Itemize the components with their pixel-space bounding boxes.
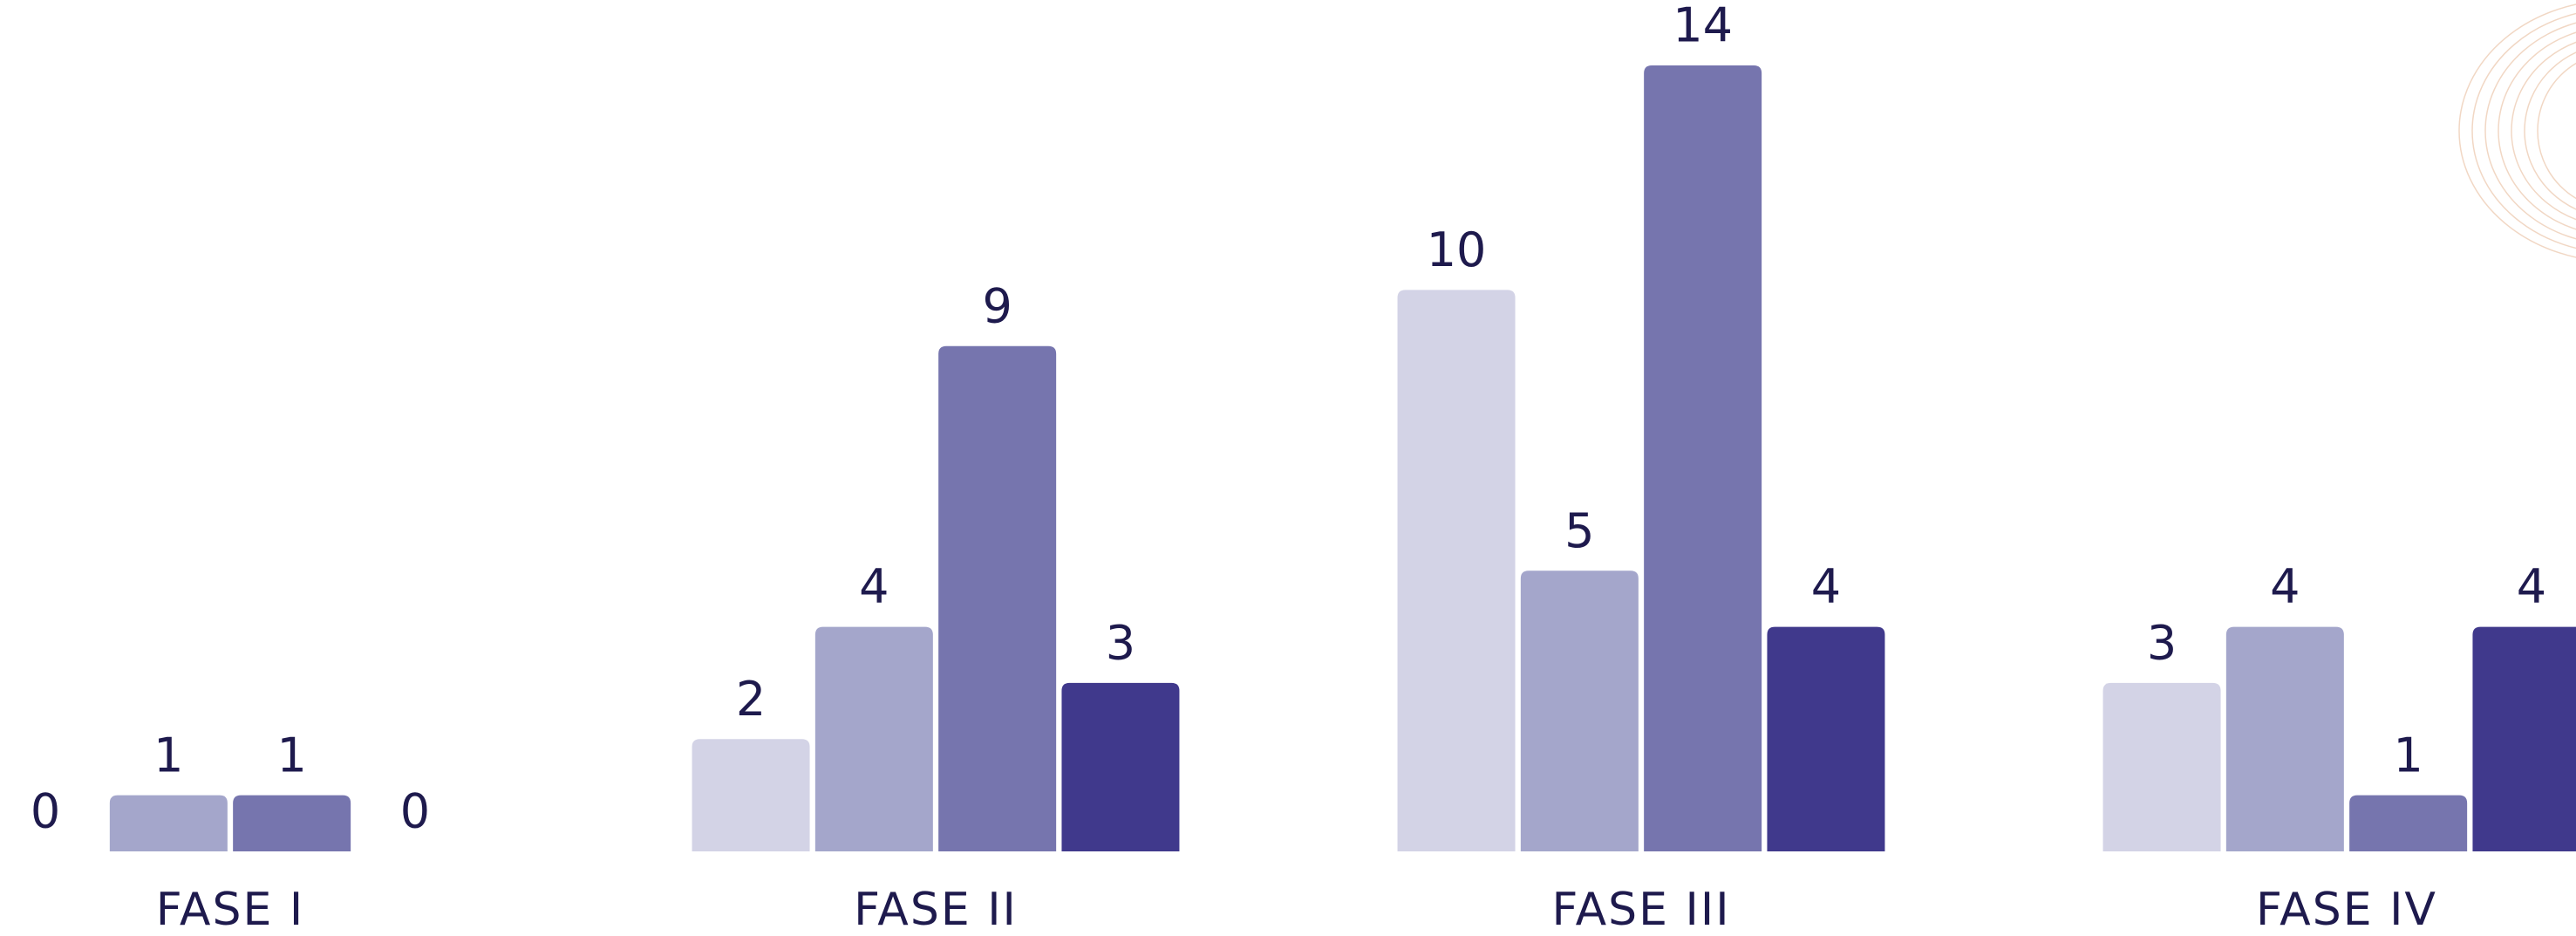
- value-label: 1: [276, 728, 306, 782]
- bar: [233, 795, 351, 851]
- bar: [692, 739, 810, 851]
- bar: [1520, 570, 1639, 851]
- bar: [1767, 626, 1885, 851]
- x-tick-label: FASE III: [1551, 884, 1730, 936]
- value-label: 4: [2517, 559, 2546, 614]
- bar: [814, 626, 933, 851]
- bar: [109, 795, 228, 851]
- value-label: 14: [1673, 0, 1733, 53]
- bar: [2225, 626, 2344, 851]
- value-label: 3: [2147, 616, 2177, 671]
- value-label: 2: [736, 672, 766, 727]
- value-label: 0: [400, 784, 430, 839]
- bar: [1061, 682, 1180, 851]
- bar: [2102, 682, 2221, 851]
- value-label: 3: [1106, 616, 1135, 671]
- value-label: 1: [2393, 728, 2423, 782]
- value-label: 1: [153, 728, 183, 782]
- value-label: 9: [982, 278, 1012, 333]
- value-label: 10: [1427, 222, 1487, 277]
- x-tick-label: FASE II: [854, 884, 1018, 936]
- value-label: 4: [859, 559, 889, 614]
- value-label: 4: [1811, 559, 1841, 614]
- value-label: 5: [1564, 503, 1594, 558]
- bar: [1397, 290, 1516, 851]
- x-tick-label: FASE IV: [2256, 884, 2437, 936]
- bar: [938, 345, 1057, 851]
- value-label: 4: [2270, 559, 2300, 614]
- bar: [2349, 795, 2468, 851]
- bar: [1644, 65, 1762, 851]
- bar: [2472, 626, 2576, 851]
- decoration: [2458, 3, 2576, 258]
- value-label: 0: [31, 784, 60, 839]
- x-tick-label: FASE I: [156, 884, 304, 936]
